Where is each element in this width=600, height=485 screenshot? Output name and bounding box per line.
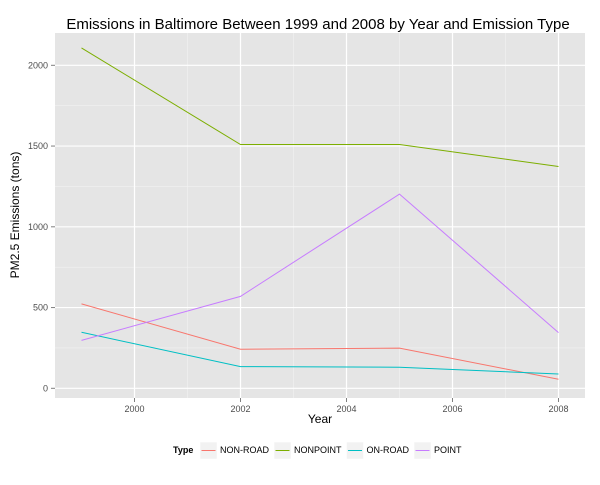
y-tick-label: 2000 [28, 60, 48, 70]
legend-label-nonpoint: NONPOINT [294, 445, 342, 455]
major-grid [55, 33, 585, 398]
x-tick-label: 2000 [124, 404, 144, 414]
y-tick-label: 500 [33, 303, 48, 313]
legend-title: Type [173, 445, 193, 455]
legend-label-non-road: NON-ROAD [220, 445, 269, 455]
minor-grid [55, 33, 585, 398]
x-tick-label: 2002 [230, 404, 250, 414]
y-axis: 0 500 1000 1500 2000 [28, 60, 55, 393]
x-axis: 2000 2002 2004 2006 2008 [124, 398, 569, 414]
series-line-on-road [81, 331, 559, 375]
y-tick-label: 1500 [28, 141, 48, 151]
y-tick-label: 1000 [28, 222, 48, 232]
series-line-non-road [81, 303, 559, 380]
y-tick-label: 0 [43, 383, 48, 393]
plot-panel [55, 33, 585, 398]
series-line-point [81, 193, 559, 341]
y-axis-title: PM2.5 Emissions (tons) [8, 152, 22, 279]
series-layer [81, 47, 559, 380]
legend: Type NON-ROAD NONPOINT ON-ROAD POINT [173, 441, 462, 460]
x-tick-label: 2008 [548, 404, 568, 414]
x-axis-title: Year [308, 412, 332, 426]
legend-label-on-road: ON-ROAD [367, 445, 410, 455]
series-line-nonpoint [81, 47, 559, 168]
x-tick-label: 2006 [442, 404, 462, 414]
chart-title: Emissions in Baltimore Between 1999 and … [66, 16, 569, 33]
legend-label-point: POINT [434, 445, 462, 455]
x-tick-label: 2004 [336, 404, 356, 414]
